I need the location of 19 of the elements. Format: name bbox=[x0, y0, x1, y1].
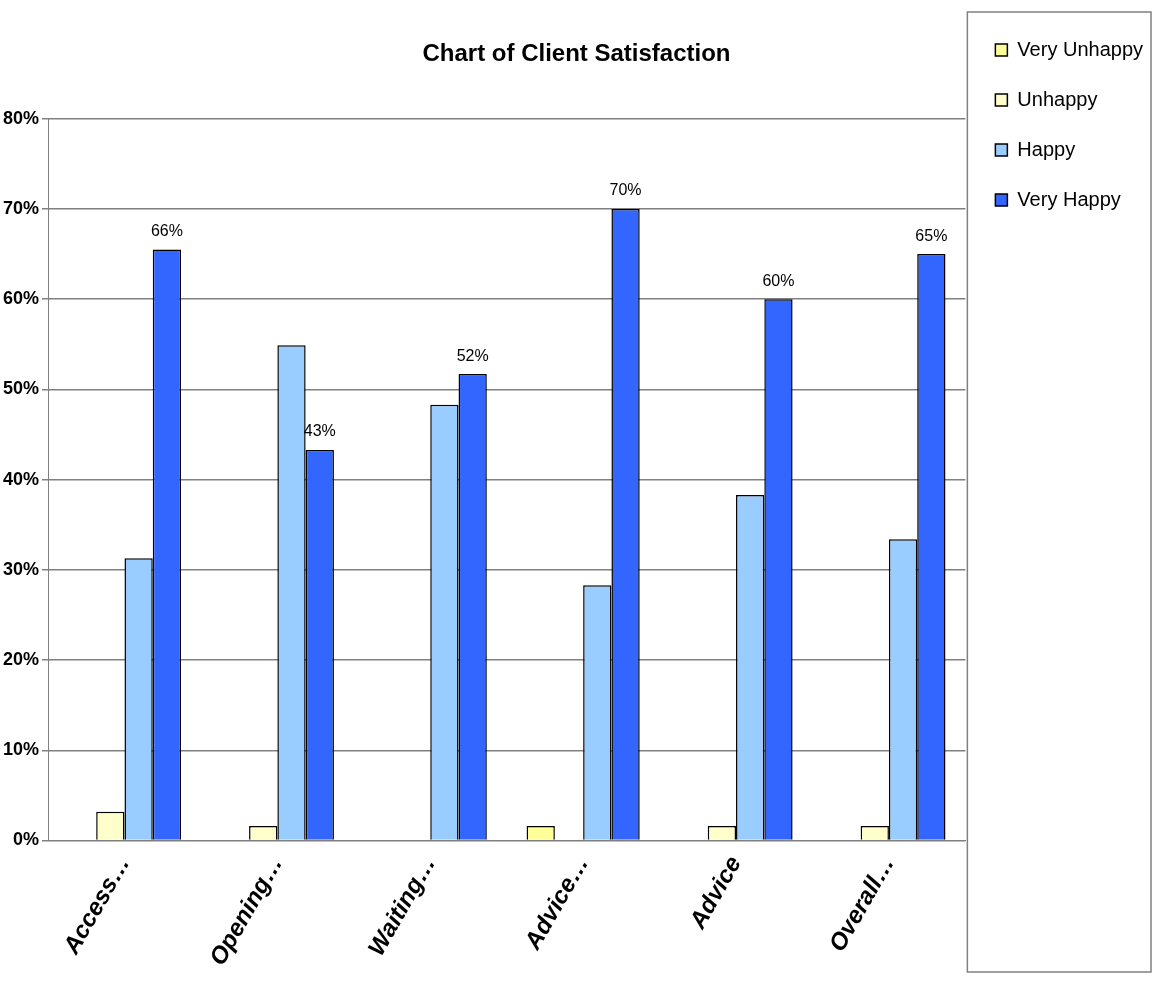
y-tick-label: 60% bbox=[3, 288, 40, 309]
legend-label: Very Unhappy bbox=[1017, 37, 1144, 60]
y-tick-label: 10% bbox=[3, 739, 40, 760]
data-label: 60% bbox=[762, 271, 795, 289]
data-label: 70% bbox=[609, 181, 642, 199]
data-label: 65% bbox=[915, 226, 948, 244]
y-tick-label: 30% bbox=[3, 558, 40, 579]
legend-label: Happy bbox=[1017, 137, 1076, 160]
chart-title: Chart of Client Satisfaction bbox=[422, 39, 731, 67]
y-tick-label: 40% bbox=[3, 468, 40, 489]
legend-label: Very Happy bbox=[1017, 187, 1121, 210]
legend-label: Unhappy bbox=[1017, 87, 1098, 110]
y-tick-label: 80% bbox=[3, 107, 40, 128]
y-tick-label: 20% bbox=[3, 649, 40, 670]
y-tick-label: 50% bbox=[3, 378, 40, 399]
data-label: 52% bbox=[456, 346, 489, 364]
y-tick-label: 70% bbox=[3, 197, 40, 218]
y-tick-label: 0% bbox=[13, 829, 40, 850]
data-label: 66% bbox=[150, 222, 183, 240]
